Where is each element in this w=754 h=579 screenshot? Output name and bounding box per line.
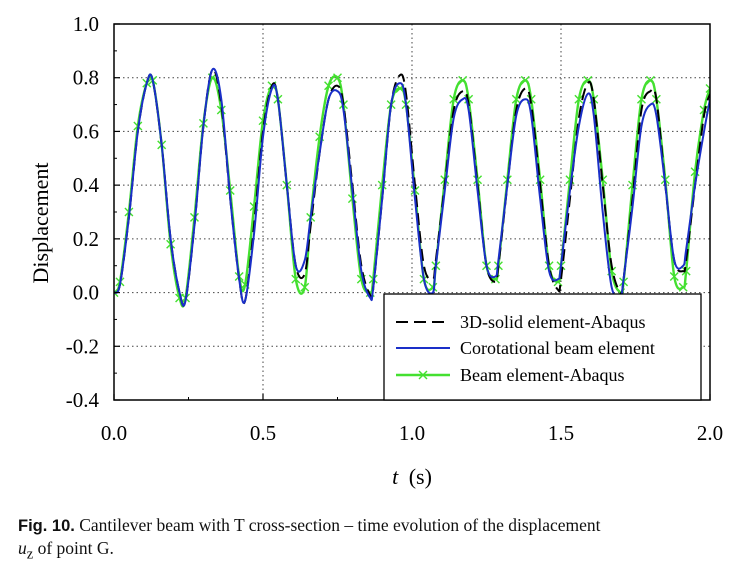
series-3-marker-stroke-b bbox=[681, 266, 691, 276]
y-tick-label: 0.0 bbox=[73, 281, 99, 305]
series-3-marker-stroke-b bbox=[574, 94, 584, 104]
x-tick-label: 0.5 bbox=[250, 421, 276, 445]
caption-text: Cantilever beam with T cross-section – t… bbox=[79, 515, 601, 535]
legend-label-1: 3D-solid element-Abaqus bbox=[460, 312, 645, 332]
series-3-marker-stroke-b bbox=[520, 75, 530, 85]
series-3-marker bbox=[669, 271, 679, 281]
y-tick-label: -0.2 bbox=[66, 334, 99, 358]
legend-label-2: Corotational beam element bbox=[460, 338, 655, 358]
series-3-marker-stroke-b bbox=[678, 282, 688, 292]
series-line-2 bbox=[114, 67, 710, 307]
series-3-marker-stroke-a bbox=[705, 83, 710, 90]
figure-caption: Fig. 10. Cantilever beam with T cross-se… bbox=[18, 514, 748, 566]
legend-label-3: Beam element-Abaqus bbox=[460, 365, 624, 385]
series-3-marker bbox=[645, 75, 655, 85]
series-3-marker-stroke-b bbox=[473, 175, 483, 185]
tick-labels: 0.0 0.5 1.0 1.5 2.0 -0.4 -0.2 0.0 0.2 0.4 0.6 0.8 1.… bbox=[66, 12, 723, 445]
series-3-marker-stroke-b bbox=[669, 271, 679, 281]
series-3-marker-stroke-b bbox=[645, 75, 655, 85]
series-3-marker-stroke-b bbox=[553, 277, 563, 287]
caption-text-2: of point G. bbox=[37, 538, 114, 558]
series-3-marker bbox=[333, 73, 342, 83]
x-tick-label: 1.0 bbox=[399, 421, 425, 445]
y-tick-label: 0.8 bbox=[73, 66, 99, 90]
series-3-marker bbox=[705, 83, 710, 93]
series-3-marker bbox=[324, 81, 334, 91]
series-3-marker bbox=[458, 75, 468, 85]
series-3-marker-stroke-b bbox=[333, 73, 342, 83]
y-axis-title: Displacement bbox=[28, 163, 53, 284]
series-3-marker-stroke-b bbox=[449, 94, 459, 104]
figure: 0.0 0.5 1.0 1.5 2.0 -0.4 -0.2 0.0 0.2 0.4 0.6 0.8 1.… bbox=[28, 12, 723, 489]
series-3-marker-stroke-b bbox=[324, 81, 334, 91]
series-3-marker bbox=[428, 282, 438, 292]
y-tick-label: 0.4 bbox=[73, 173, 100, 197]
series-3-marker bbox=[114, 288, 119, 298]
series-3-marker-stroke-b bbox=[114, 288, 119, 294]
legend-marker-stroke-b bbox=[418, 370, 428, 380]
series-line-1 bbox=[114, 68, 710, 307]
series-3-marker bbox=[520, 75, 530, 85]
series-3-marker bbox=[681, 266, 691, 276]
y-tick-label: 0.6 bbox=[73, 119, 99, 143]
series-3-marker bbox=[574, 94, 584, 104]
series-1 bbox=[114, 68, 710, 307]
x-tick-label: 1.5 bbox=[548, 421, 574, 445]
series-3-marker-stroke-b bbox=[428, 282, 438, 292]
series-3-marker bbox=[473, 175, 483, 185]
y-tick-label: 1.0 bbox=[73, 12, 99, 36]
series-3-marker-stroke-b bbox=[705, 87, 710, 93]
displacement-chart: 0.0 0.5 1.0 1.5 2.0 -0.4 -0.2 0.0 0.2 0.4 0.6 0.8 1.… bbox=[28, 12, 723, 489]
x-axis-title: t (s) bbox=[392, 464, 432, 489]
x-axis-unit: (s) bbox=[409, 464, 432, 489]
series-3-marker-stroke-b bbox=[458, 75, 468, 85]
legend-marker bbox=[418, 370, 428, 380]
caption-label: Fig. 10. bbox=[18, 517, 75, 535]
series-3-marker-stroke-a bbox=[114, 291, 119, 298]
series-3-marker-stroke-b bbox=[583, 75, 593, 85]
x-tick-label: 0.0 bbox=[101, 421, 127, 445]
x-tick-label: 2.0 bbox=[697, 421, 723, 445]
series-3-marker bbox=[300, 282, 310, 292]
series-3-marker bbox=[377, 180, 387, 190]
caption-variable: u bbox=[18, 538, 27, 558]
series-3-marker bbox=[449, 94, 459, 104]
legend: 3D-solid element-Abaqus Corotational beam… bbox=[383, 293, 702, 401]
series-3-marker-stroke-b bbox=[377, 180, 387, 190]
y-tick-label: -0.4 bbox=[66, 388, 100, 412]
series-layer bbox=[114, 67, 710, 308]
caption-variable-subscript: z bbox=[26, 546, 34, 563]
series-3-marker-stroke-b bbox=[300, 282, 310, 292]
y-tick-label: 0.2 bbox=[73, 227, 99, 251]
x-axis-symbol: t bbox=[392, 464, 399, 489]
series-3-marker bbox=[678, 282, 688, 292]
series-2 bbox=[114, 67, 710, 307]
